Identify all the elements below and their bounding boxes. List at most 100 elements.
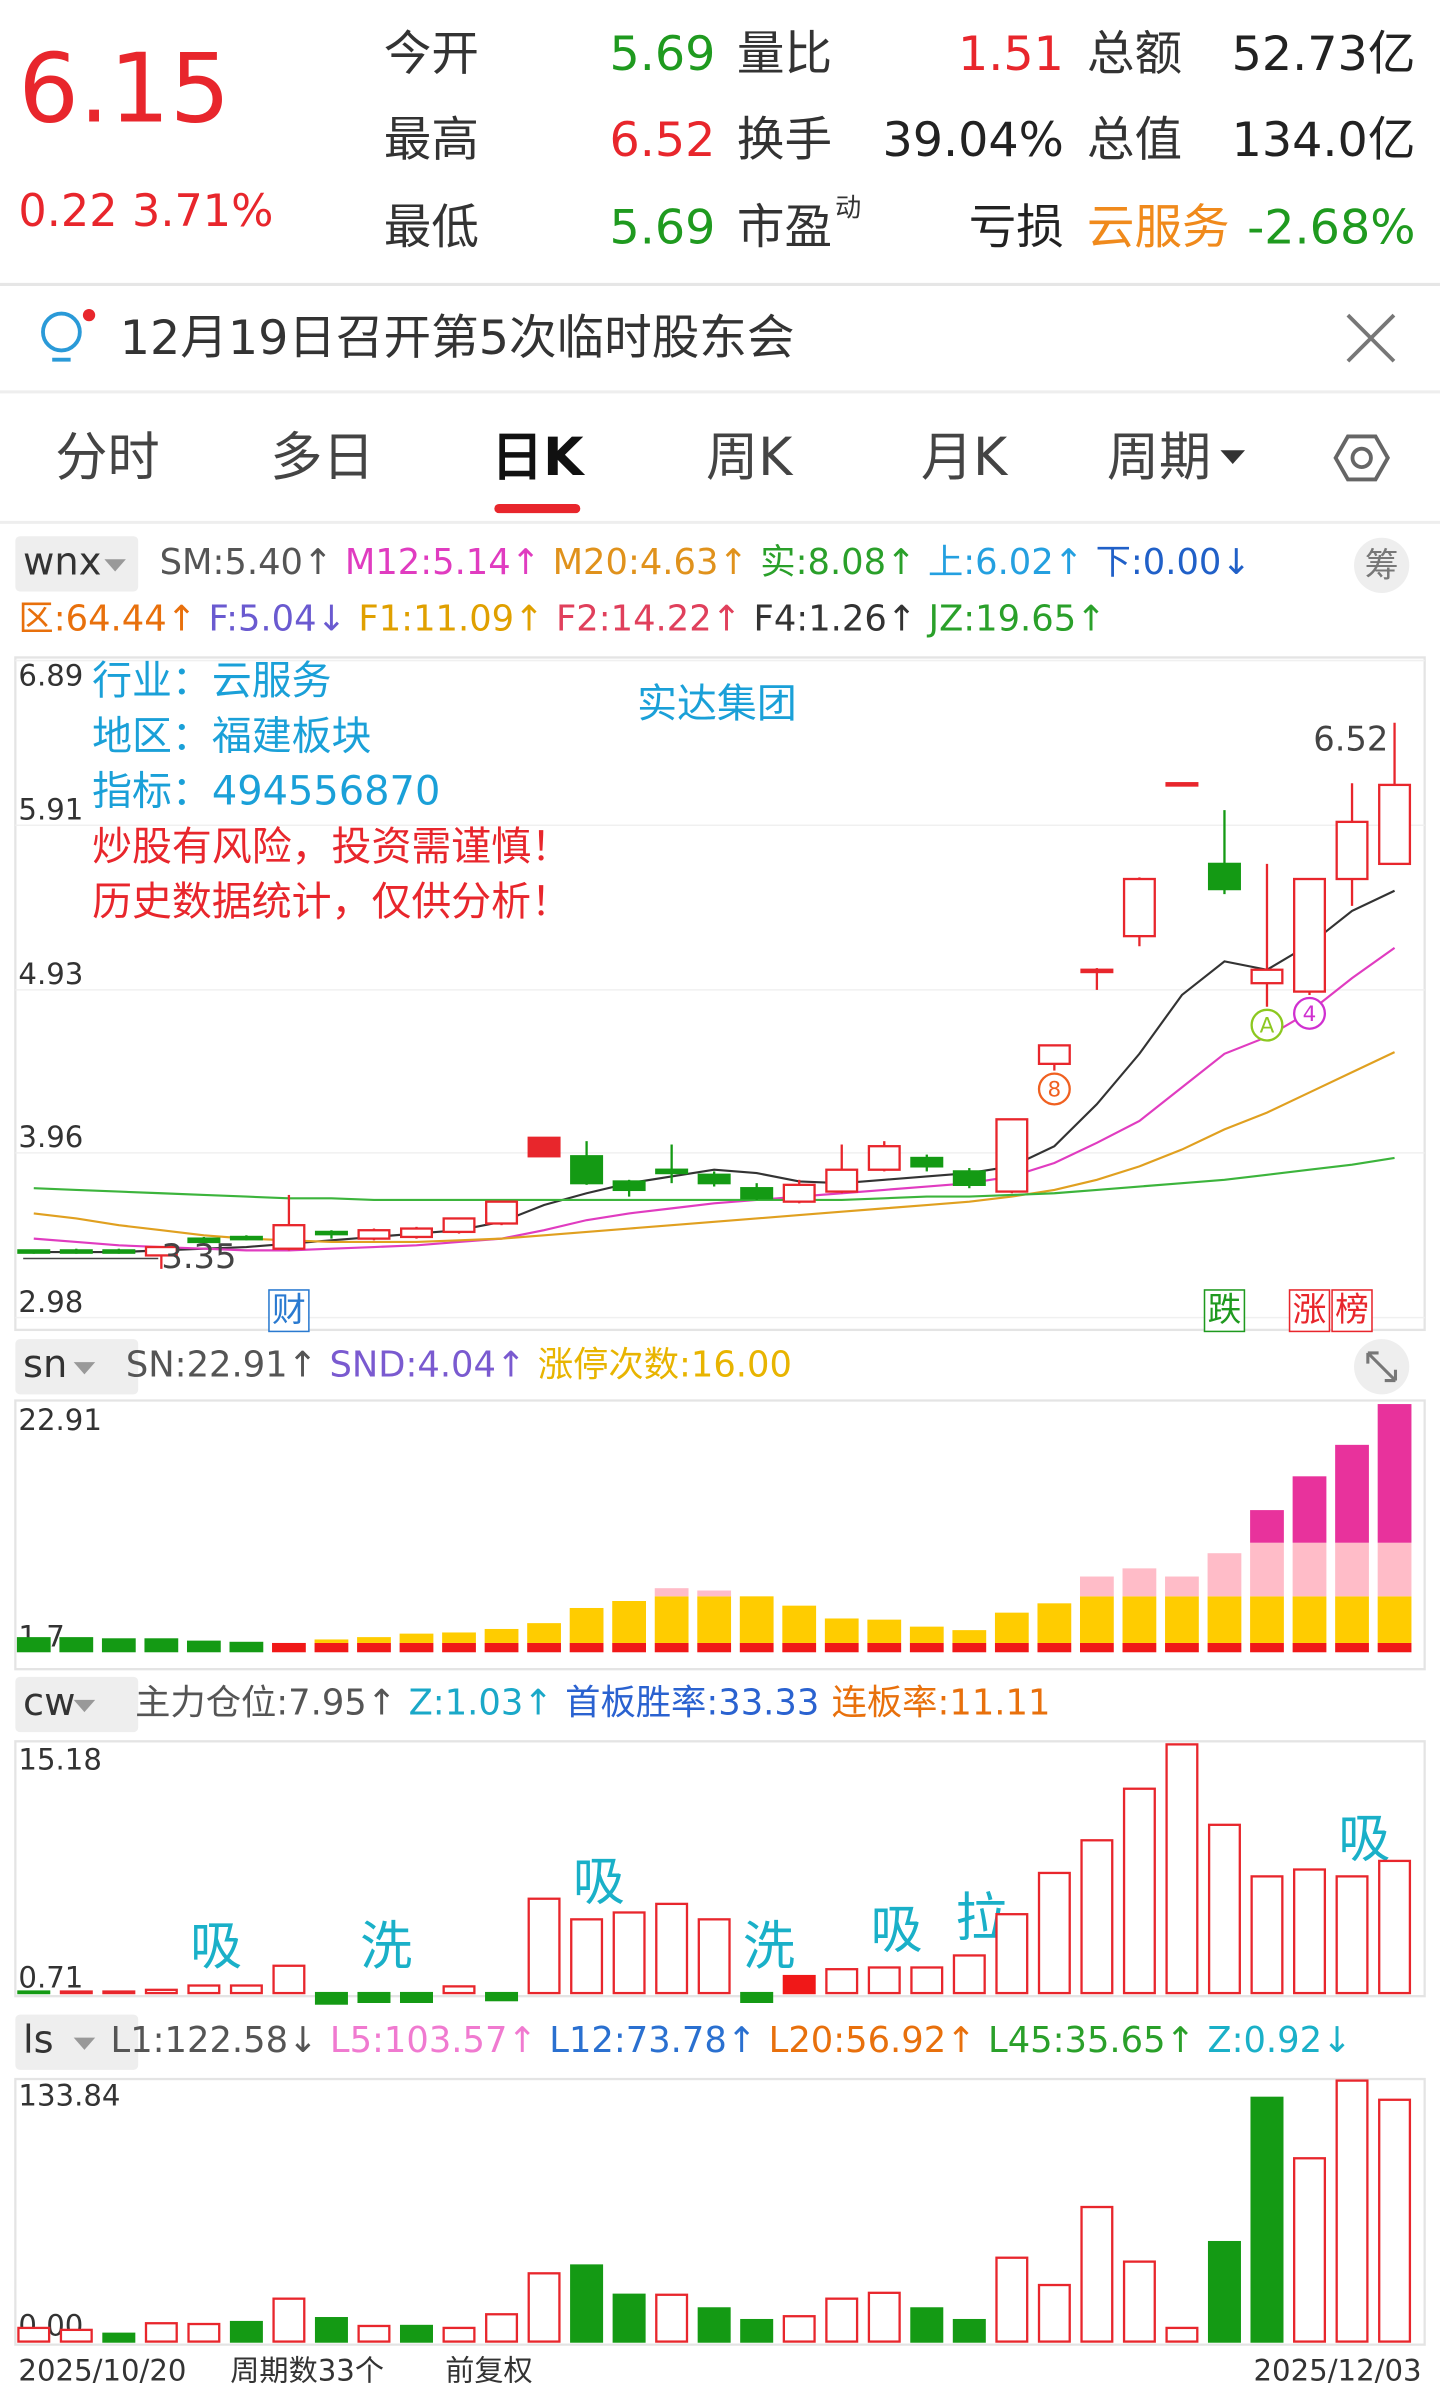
close-button[interactable] [1346,313,1396,363]
stat-label: 今开 [384,27,479,82]
bar-label: 吸 [1338,1810,1390,1870]
signal: 4 [1303,1002,1317,1027]
indicator-name: ls [23,2018,54,2063]
indicator-value: L45:35.65↑ [988,2020,1195,2061]
bar-segment [1122,1596,1157,1643]
bar [102,2332,136,2343]
bar-segment [824,1642,859,1653]
bar-segment [697,1596,732,1643]
ma-line [33,1156,1395,1202]
candle-body [825,1168,859,1193]
bar [187,1984,221,1995]
candle-body [144,1245,178,1257]
footer-end: 2025/12/03 [1254,2353,1422,2387]
stat-value: 134.0亿 [1232,113,1416,168]
bar [1293,2157,1327,2343]
bar-label: 洗 [360,1917,412,1977]
indicator-value: 实:8.08↑ [760,542,915,583]
tab[interactable]: 月K [921,428,1009,488]
bar-segment [1377,1596,1412,1643]
y-tick-label: 6.89 [18,658,83,692]
bar-label: 吸 [573,1853,625,1913]
y-tick-label: 133.84 [18,2078,120,2112]
bar-segment [357,1642,391,1653]
bar-segment [1080,1642,1114,1653]
indicator-value: L1:122.58↓ [111,2020,318,2061]
event[interactable]: 涨 [1293,1290,1327,1329]
bar [655,2293,689,2343]
indicator-select[interactable] [15,2014,139,2070]
bar-segment [782,1605,817,1643]
indicator-value: 区:64.44↑ [18,599,196,640]
bar-label: 吸 [870,1901,922,1961]
notice[interactable]: 12月19日召开第5次临时股东会 [120,311,795,366]
bar [527,2272,561,2343]
candle-body [655,1168,689,1175]
tab[interactable]: 周K [706,428,794,488]
tab[interactable]: 日K [491,428,586,488]
bar-segment [1122,1568,1157,1597]
indicator-select[interactable] [15,536,139,592]
indicator-select[interactable] [15,1676,139,1733]
indicator-value: L12:73.78↑ [549,2020,756,2061]
candle-body [1250,968,1284,985]
candle-body [1165,782,1199,787]
bar [442,2326,476,2343]
indicator-select[interactable] [15,1339,139,1395]
signal-circle [1250,1008,1284,1042]
bar-segment [612,1642,647,1653]
bar-segment [186,1640,221,1653]
indicator-value: JZ:19.65↑ [927,599,1106,640]
indicator-value: 主力仓位:7.95↑ [135,1682,396,1723]
bar [314,2317,348,2343]
bar [655,1902,689,1995]
event[interactable]: 跌 [1208,1290,1242,1329]
bar-segment [1165,1576,1199,1597]
tab[interactable]: 分时 [55,428,159,488]
dropdown-arrow [1220,450,1246,465]
settings-icon[interactable] [1333,434,1391,482]
min-price-label: 3.35 [161,1237,236,1276]
indicator-value: 上:6.02↑ [928,542,1083,583]
bar-segment [1335,1596,1369,1643]
note: 指标：494556870 [92,769,440,815]
chip-button[interactable]: 筹 [1354,537,1410,593]
bar-segment [1207,1642,1242,1653]
event[interactable]: 榜 [1335,1290,1369,1329]
footer-adjust: 前复权 [445,2353,532,2387]
bar-segment [272,1642,306,1653]
bar-segment [1165,1642,1199,1653]
bar [314,1991,348,2005]
bar-segment [654,1596,689,1643]
signal: 8 [1048,1078,1062,1103]
indicator-value: L5:103.57↑ [330,2020,537,2061]
stat-value: 5.69 [609,201,715,256]
bar-segment [1377,1542,1412,1597]
indicator-arrow [73,1699,96,1713]
event[interactable]: 财 [272,1290,306,1329]
candle-body [485,1200,519,1225]
bar-segment [697,1642,732,1653]
tab[interactable]: 多日 [270,428,374,488]
indicator-value: SM:5.40↑ [160,542,333,583]
indicator-value: F2:14.22↑ [556,599,741,640]
bar [357,2324,391,2343]
bar [1250,1875,1284,1995]
bar [59,1990,93,1995]
bar-segment [1080,1596,1114,1643]
max-price-label: 6.52 [1313,720,1388,759]
bar [825,1968,859,1995]
expand-button[interactable] [1354,1339,1410,1395]
bar [144,1988,178,1995]
y-tick-label: 22.91 [18,1403,101,1437]
bar [1378,2098,1412,2343]
bar-segment [1250,1510,1284,1543]
bar [17,2326,51,2343]
stat-label: 总额 [1087,27,1182,82]
bar-segment [1292,1642,1327,1653]
bar [442,1985,476,1995]
bar [867,2291,901,2343]
bar-segment [1037,1642,1072,1653]
tab[interactable]: 周期 [1107,428,1211,488]
indicator-value: 涨停次数:16.00 [538,1345,792,1386]
